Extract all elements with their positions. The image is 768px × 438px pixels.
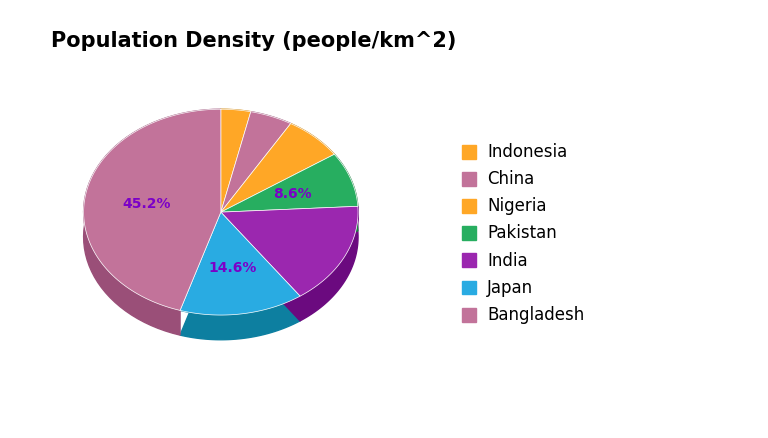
Polygon shape [84, 109, 221, 311]
Polygon shape [221, 109, 251, 212]
Polygon shape [221, 154, 358, 237]
Polygon shape [84, 109, 221, 335]
Text: 8.6%: 8.6% [273, 187, 312, 201]
Polygon shape [221, 206, 358, 321]
Polygon shape [221, 112, 290, 212]
Polygon shape [221, 124, 334, 212]
Legend: Indonesia, China, Nigeria, Pakistan, India, Japan, Bangladesh: Indonesia, China, Nigeria, Pakistan, Ind… [455, 136, 591, 331]
Text: Population Density (people/km^2): Population Density (people/km^2) [51, 31, 456, 51]
Text: 45.2%: 45.2% [122, 197, 170, 211]
Polygon shape [221, 109, 251, 237]
Text: 14.6%: 14.6% [208, 261, 257, 275]
Polygon shape [221, 154, 358, 212]
Polygon shape [221, 124, 334, 237]
Polygon shape [221, 112, 290, 237]
Polygon shape [221, 206, 358, 296]
Polygon shape [180, 212, 300, 340]
Polygon shape [180, 212, 300, 315]
